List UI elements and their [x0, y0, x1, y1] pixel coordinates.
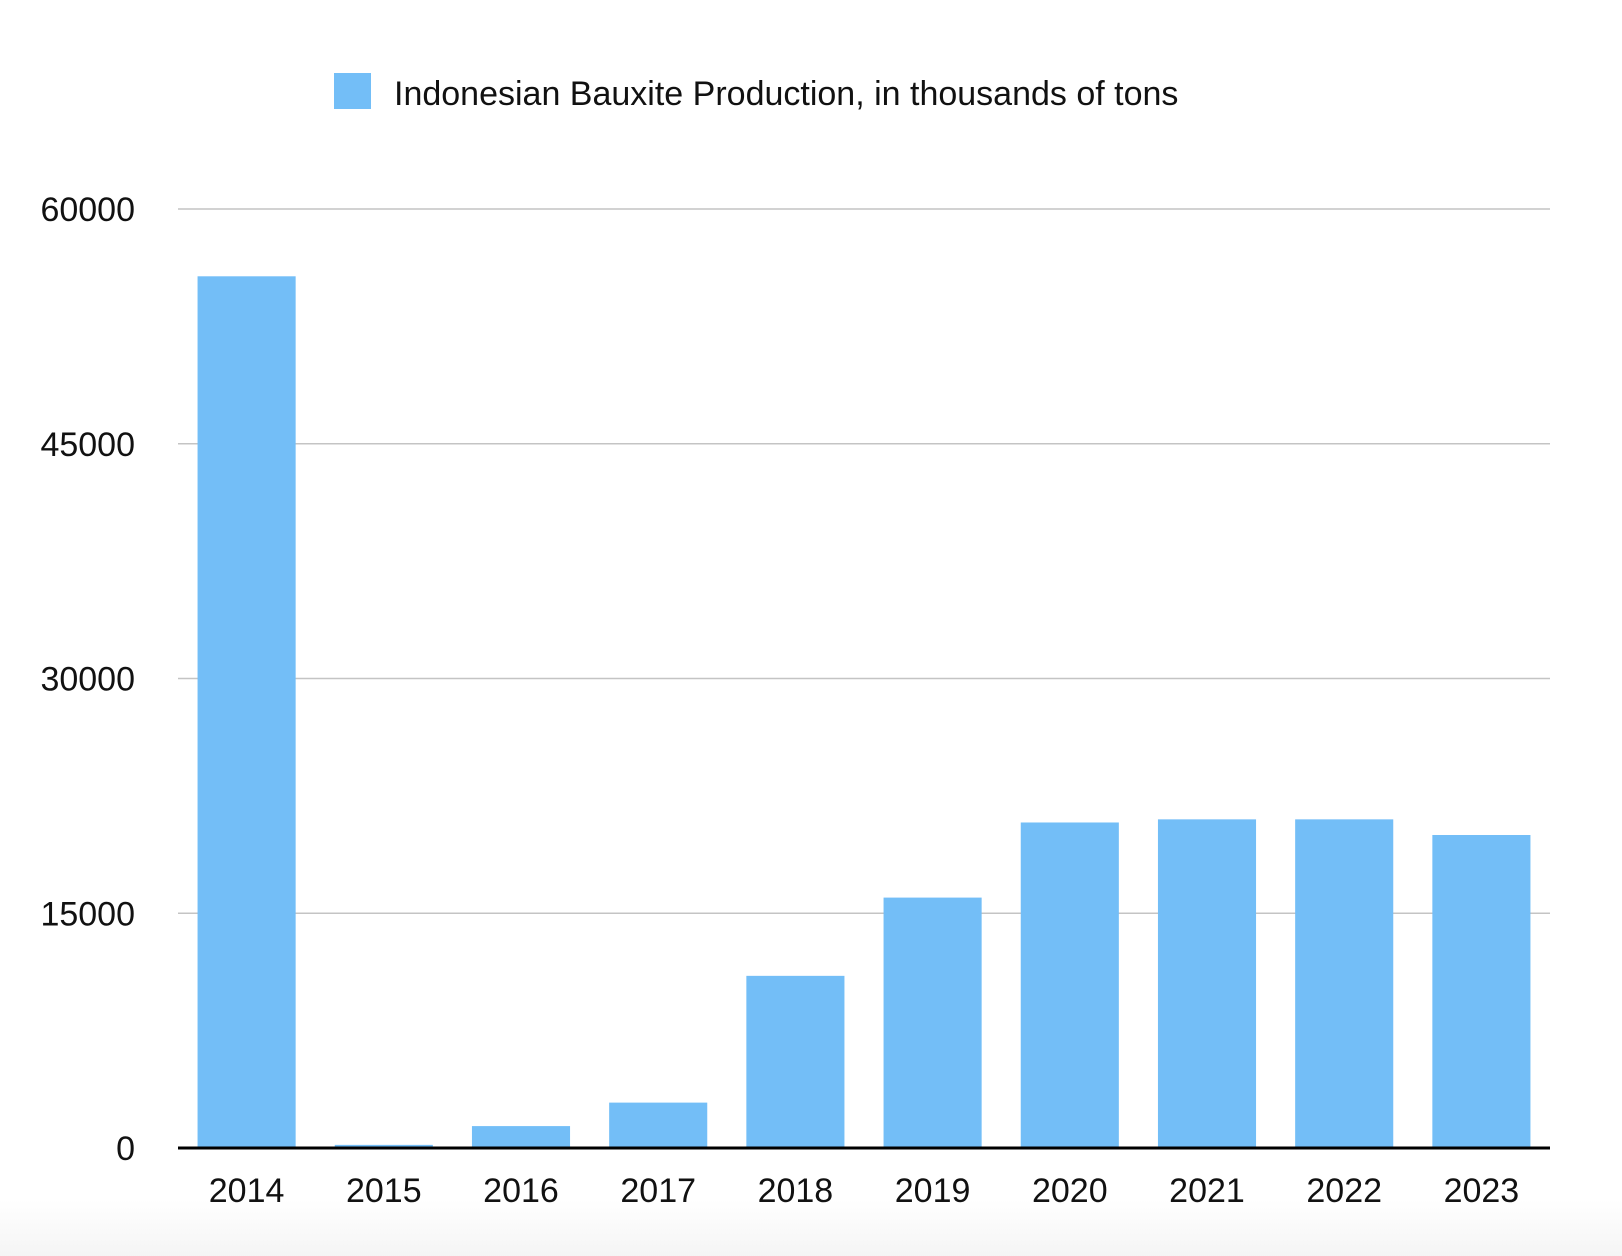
x-tick-label: 2017 [620, 1172, 696, 1210]
y-tick-label: 0 [116, 1130, 135, 1168]
bar-2021 [1157, 819, 1257, 1148]
legend: Indonesian Bauxite Production, in thousa… [334, 73, 1178, 113]
bar-2019 [883, 897, 982, 1148]
bar-2018 [746, 975, 845, 1148]
y-tick-label: 60000 [40, 191, 135, 229]
x-tick-label: 2020 [1032, 1172, 1108, 1210]
x-axis-ticks: 2014 2015 2016 2017 2018 2019 2020 2021 2022 2023 [209, 1172, 1519, 1210]
x-tick-label: 2016 [483, 1172, 559, 1210]
bar-2022 [1295, 819, 1394, 1148]
bar-2020 [1020, 822, 1119, 1148]
x-tick-label: 2014 [209, 1172, 285, 1210]
bar-2015 [334, 1144, 433, 1148]
bar-2023 [1432, 835, 1531, 1148]
gridlines [178, 208, 1550, 914]
x-tick-label: 2019 [895, 1172, 971, 1210]
bar-2017 [609, 1102, 708, 1148]
x-tick-label: 2021 [1169, 1172, 1245, 1210]
y-tick-label: 30000 [40, 661, 135, 699]
bars [197, 276, 1531, 1148]
bar-2014 [197, 276, 296, 1148]
x-tick-label: 2015 [346, 1172, 422, 1210]
bar-2016 [471, 1126, 571, 1148]
y-tick-label: 45000 [40, 426, 135, 464]
legend-swatch [334, 73, 371, 109]
y-axis-ticks: 0 15000 30000 45000 60000 [40, 191, 135, 1168]
x-tick-label: 2022 [1306, 1172, 1382, 1210]
legend-label: Indonesian Bauxite Production, in thousa… [394, 75, 1178, 113]
y-tick-label: 15000 [40, 895, 135, 933]
x-tick-label: 2023 [1444, 1172, 1520, 1210]
x-tick-label: 2018 [758, 1172, 834, 1210]
